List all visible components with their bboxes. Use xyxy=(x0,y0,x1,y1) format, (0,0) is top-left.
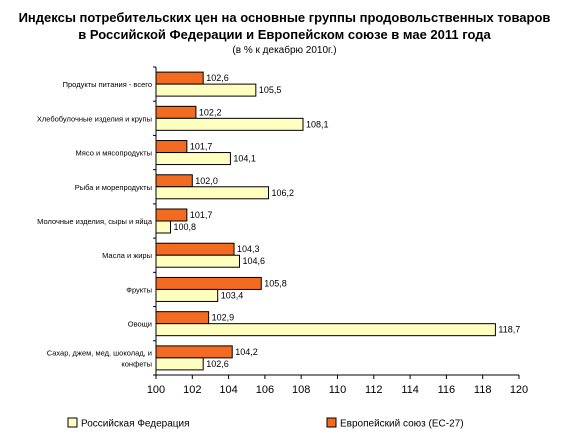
bar-rf-4 xyxy=(155,220,172,234)
bar-value-label: 104,6 xyxy=(242,256,265,266)
bar-value-label: 102,2 xyxy=(199,107,222,117)
bar-rf-7 xyxy=(155,323,496,337)
bar-value-label: 104,2 xyxy=(235,347,258,357)
legend-swatch xyxy=(326,417,337,428)
x-tick-label: 114 xyxy=(401,384,419,396)
bar-value-label: 101,7 xyxy=(190,210,213,220)
bar-rf-0 xyxy=(155,83,257,97)
bar-value-label: 101,7 xyxy=(190,142,213,152)
legend-swatch xyxy=(67,417,78,428)
category-label: Овощи xyxy=(128,320,152,329)
bar-eu-5 xyxy=(155,242,235,256)
bar-value-label: 118,7 xyxy=(498,325,520,335)
category-label: Хлебобулочные изделия и крупы xyxy=(37,114,152,123)
bar-value-label: 102,9 xyxy=(212,313,235,323)
chart-subtitle: (в % к декабрю 2010г.) xyxy=(232,45,337,56)
x-tick-label: 104 xyxy=(219,384,237,396)
bar-value-label: 105,5 xyxy=(259,85,282,95)
bar-eu-4 xyxy=(155,208,188,222)
category-label: Продукты питания - всего xyxy=(63,80,152,89)
bar-rf-2 xyxy=(155,152,231,166)
bar-eu-7 xyxy=(155,311,210,325)
category-label: Сахар, джем, мед, шоколад, и xyxy=(47,348,152,357)
legend-label: Российская Федерация xyxy=(81,419,190,430)
x-tick-label: 110 xyxy=(329,384,347,396)
chart-title-line2: в Российской Федерации и Европейском сою… xyxy=(78,27,491,42)
bar-value-label: 105,8 xyxy=(264,278,287,288)
bar-value-label: 100,8 xyxy=(174,222,197,232)
x-tick-label: 116 xyxy=(438,384,456,396)
category-label: Молочные изделия, сыры и яйца xyxy=(37,217,153,226)
x-tick-label: 106 xyxy=(256,384,274,396)
bar-rf-8 xyxy=(155,357,204,371)
category-label: Масла и жиры xyxy=(102,251,152,260)
bar-value-label: 102,6 xyxy=(206,359,229,369)
bar-eu-6 xyxy=(155,276,262,290)
bar-rf-6 xyxy=(155,288,219,302)
bar-value-label: 104,3 xyxy=(237,244,260,254)
bar-value-label: 103,4 xyxy=(221,290,244,300)
bar-eu-0 xyxy=(155,71,204,85)
chart-title-line1: Индексы потребительских цен на основные … xyxy=(18,10,551,25)
bar-value-label: 104,1 xyxy=(233,154,256,164)
x-tick-label: 102 xyxy=(183,384,201,396)
x-tick-label: 118 xyxy=(474,384,492,396)
x-tick-label: 100 xyxy=(147,384,165,396)
bar-value-label: 108,1 xyxy=(306,119,329,129)
bar-value-label: 106,2 xyxy=(272,188,295,198)
bar-rf-1 xyxy=(155,117,304,131)
bar-value-label: 102,0 xyxy=(195,176,218,186)
x-tick-label: 112 xyxy=(365,384,383,396)
category-label: Рыба и морепродукты xyxy=(75,183,152,192)
category-label: Мясо и мясопродукты xyxy=(76,149,152,158)
bar-eu-3 xyxy=(155,174,193,188)
bar-eu-8 xyxy=(155,345,233,359)
legend-label: Европейский союз (ЕС-27) xyxy=(340,419,464,430)
bar-eu-1 xyxy=(155,105,197,119)
bar-eu-2 xyxy=(155,140,188,154)
x-tick-label: 120 xyxy=(510,384,528,396)
category-label: конфеты xyxy=(121,359,152,368)
x-tick-label: 108 xyxy=(292,384,310,396)
bar-rf-3 xyxy=(155,186,270,200)
bar-rf-5 xyxy=(155,254,240,268)
category-label: Фрукты xyxy=(126,285,152,294)
bar-value-label: 102,6 xyxy=(206,73,229,83)
